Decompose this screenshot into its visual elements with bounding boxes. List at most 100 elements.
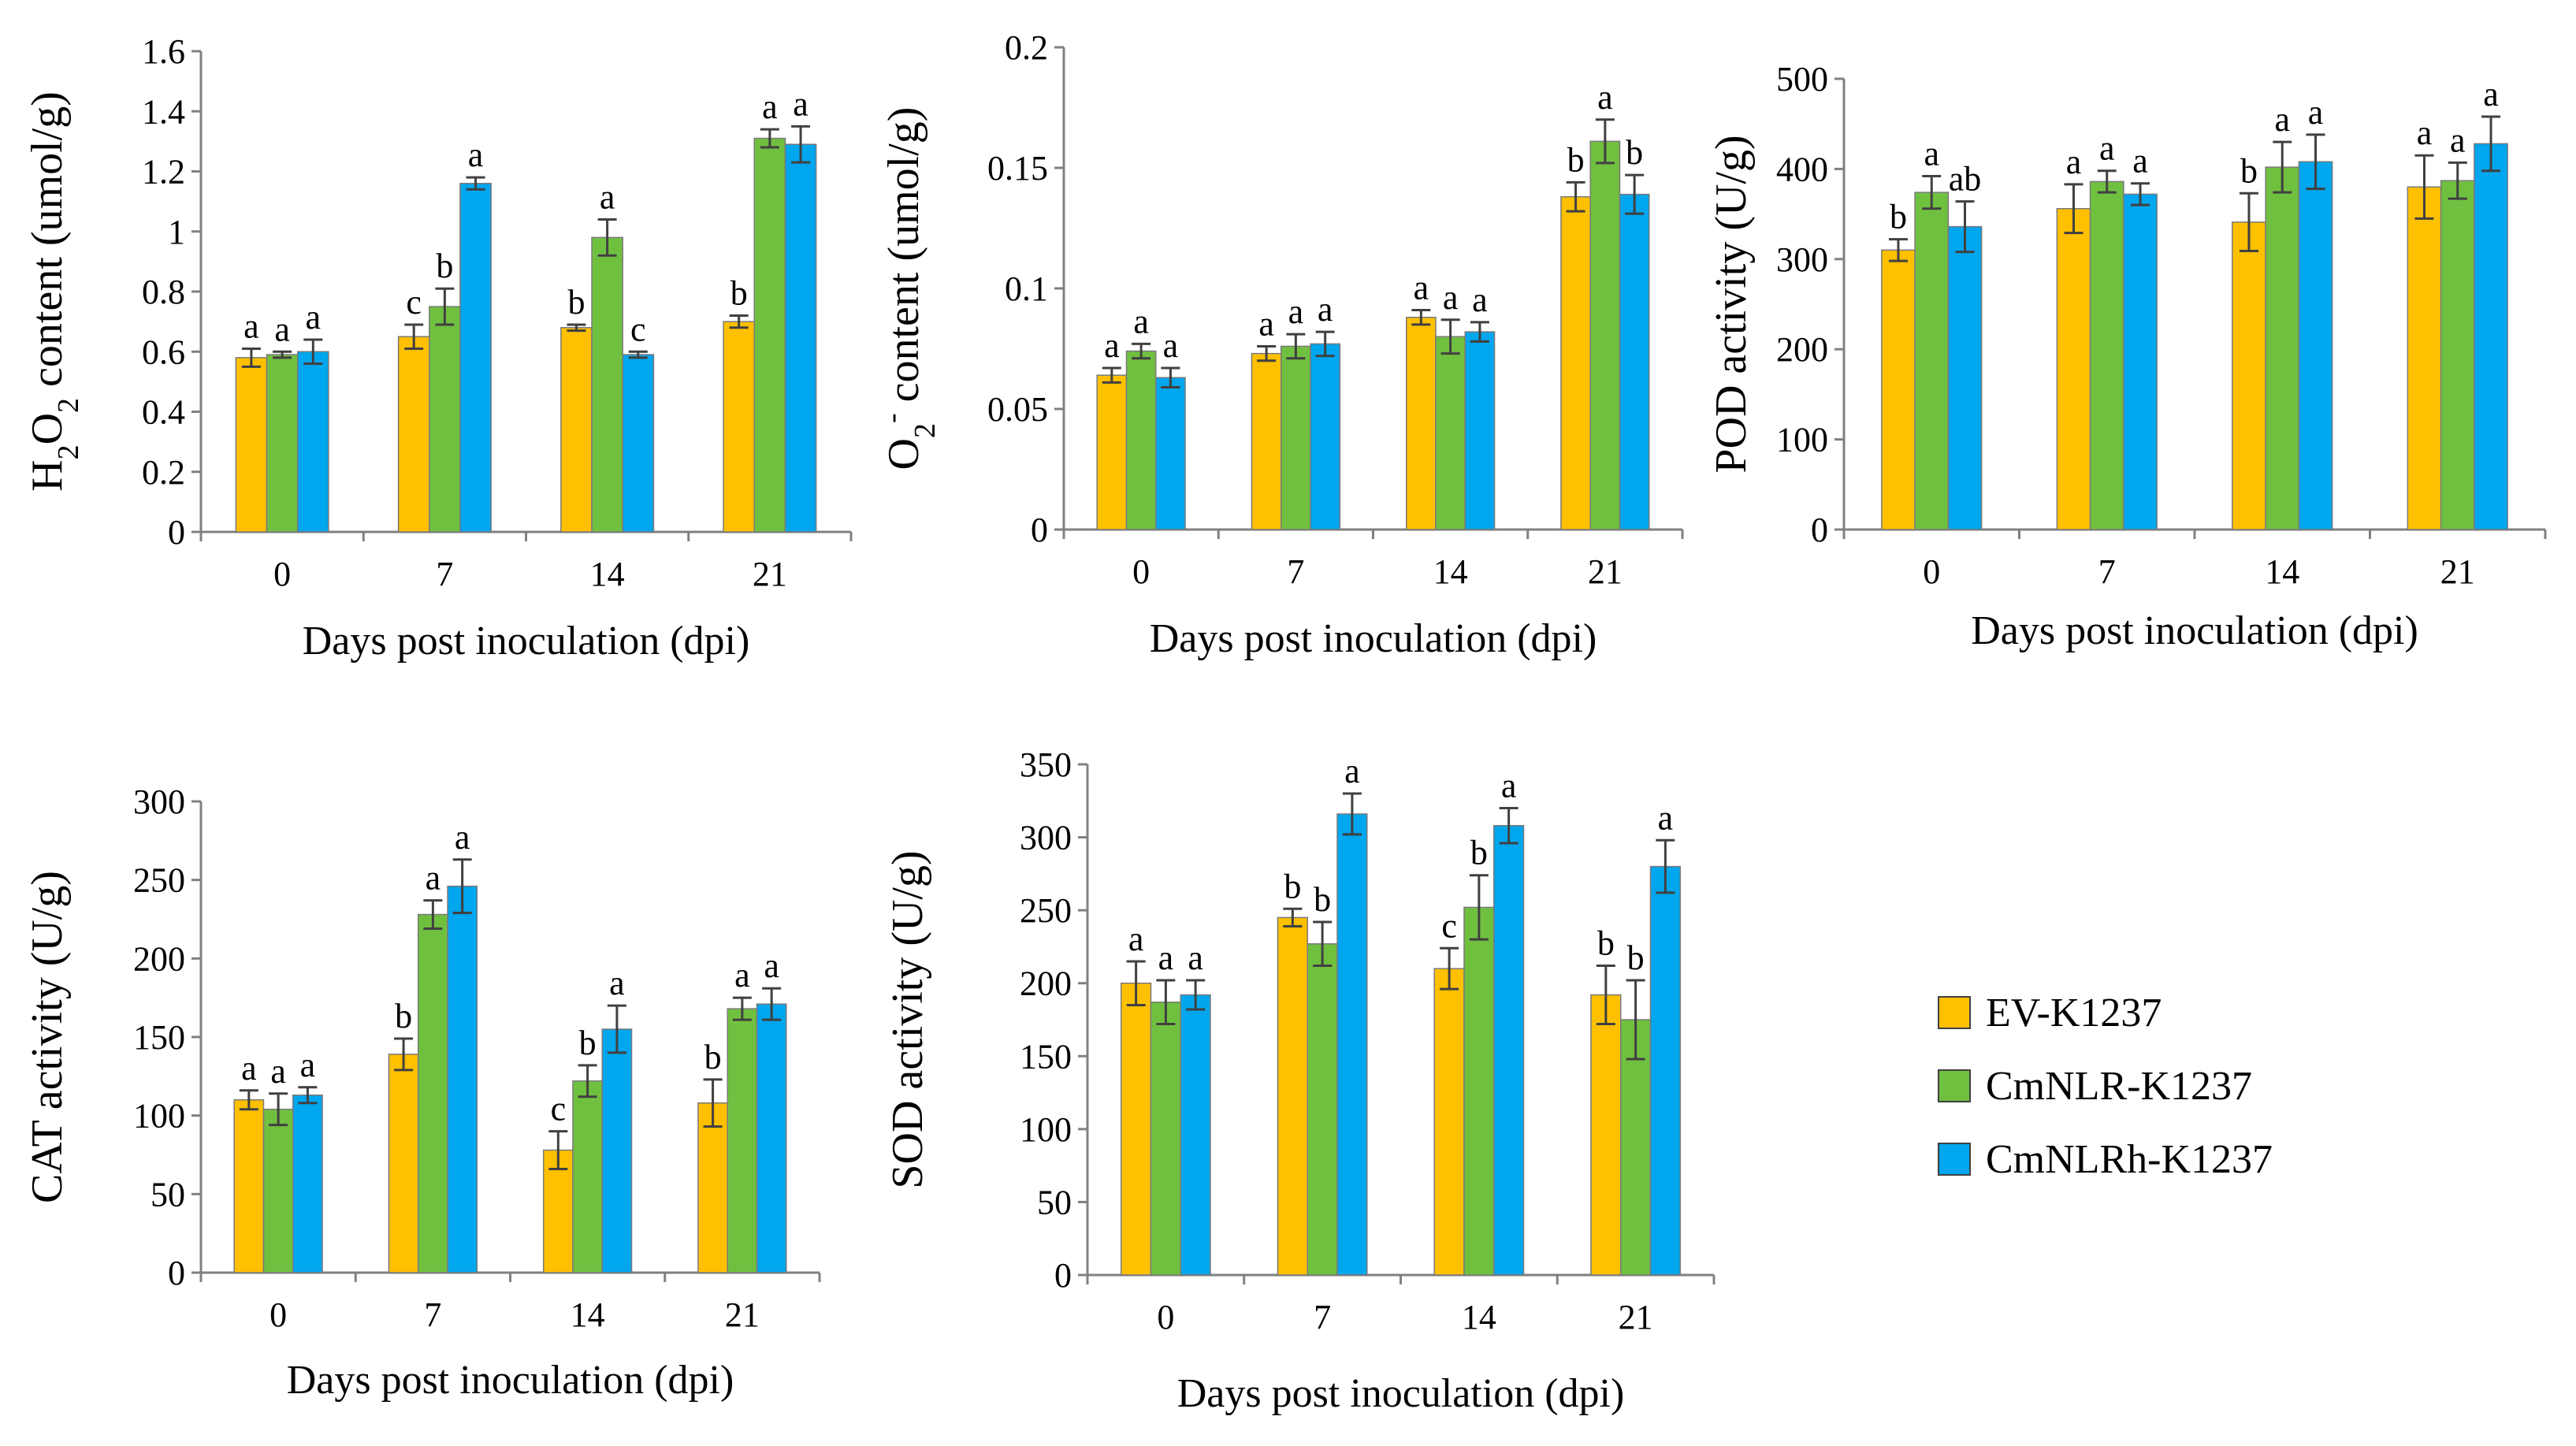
bar-ev	[1120, 982, 1152, 1276]
y-tick-label: 1.2	[142, 153, 185, 191]
x-tick-label: 0	[1132, 552, 1150, 591]
x-tick-label: 7	[1314, 1298, 1331, 1336]
bar-cmnlr	[572, 1080, 604, 1273]
y-tick-label: 250	[1020, 891, 1072, 930]
bar-ev	[2407, 186, 2442, 530]
chart-panels: 00.20.40.60.811.21.41.60a a a7cba14bac21ba…	[23, 28, 2547, 1416]
significance-letter: c	[1441, 906, 1457, 945]
y-tick-label: 300	[1776, 240, 1828, 279]
significance-letter: a	[1128, 920, 1144, 958]
significance-letter: a	[1133, 302, 1149, 340]
significance-letter: a	[306, 298, 322, 336]
bar-cmnlr	[266, 354, 299, 533]
bar-cmnlrh	[1619, 193, 1650, 530]
bar-ev	[397, 336, 430, 533]
bar-ev	[235, 357, 268, 533]
y-tick-label: 0.6	[142, 333, 185, 371]
x-axis-label: Days post inoculation (dpi)	[287, 1358, 734, 1403]
bar-cmnlrh	[1464, 331, 1496, 530]
y-tick-label: 1.6	[142, 32, 185, 71]
x-tick-label: 0	[269, 1295, 287, 1334]
significance-letter: a	[793, 84, 808, 123]
significance-letter: a	[1344, 752, 1360, 790]
bar-cmnlrh	[2474, 143, 2508, 530]
bar-cmnlr	[2265, 166, 2300, 530]
bar-cmnlrh	[459, 183, 492, 533]
bar-cmnlrh	[1310, 343, 1341, 530]
significance-letter: a	[241, 1049, 257, 1087]
significance-letter: a	[1924, 135, 1939, 173]
significance-letter: a	[270, 1052, 286, 1091]
y-tick-label: 0	[1031, 511, 1048, 549]
significance-letter: a	[1163, 326, 1179, 365]
significance-letter: c	[551, 1090, 567, 1128]
significance-letter: a	[2450, 121, 2466, 159]
x-tick-label: 21	[1588, 552, 1623, 591]
bar-cmnlr	[429, 306, 461, 533]
y-tick-label: 400	[1776, 150, 1828, 188]
y-tick-label: 300	[1020, 819, 1072, 857]
significance-letter: a	[1443, 278, 1459, 317]
significance-letter: a	[2308, 93, 2324, 132]
bar-cmnlr	[753, 137, 786, 533]
significance-letter: a	[600, 178, 615, 217]
significance-letter: a	[274, 310, 290, 348]
bar-cmnlr	[1435, 336, 1466, 530]
significance-letter: a	[2132, 142, 2148, 180]
legend-item-cmnlr: CmNLR-K1237	[1938, 1064, 2252, 1109]
significance-letter: a	[734, 956, 750, 994]
y-axis-label: SOD activity (U/g)	[883, 850, 932, 1188]
y-tick-label: 0.15	[987, 149, 1048, 188]
significance-letter: a	[455, 818, 470, 857]
x-tick-label: 21	[2440, 552, 2475, 591]
bar-ev	[2056, 207, 2091, 530]
y-tick-label: 250	[133, 861, 185, 900]
x-tick-label: 21	[1619, 1298, 1653, 1336]
significance-letter: b	[730, 274, 748, 313]
bar-cmnlr	[727, 1008, 758, 1273]
bar-cmnlr	[1280, 345, 1311, 530]
bar-ev	[1433, 968, 1465, 1276]
bar-cmnlrh	[296, 351, 329, 533]
y-tick-label: 500	[1776, 60, 1828, 99]
legend-item-cmnlrh: CmNLRh-K1237	[1938, 1137, 2273, 1182]
bar-cmnlrh	[1155, 377, 1186, 530]
significance-letter: b	[1627, 939, 1645, 977]
significance-letter: c	[630, 310, 646, 348]
y-tick-label: 200	[1776, 330, 1828, 369]
y-tick-label: 100	[1020, 1110, 1072, 1149]
significance-letter: b	[395, 997, 412, 1035]
significance-letter: a	[1658, 798, 1674, 837]
bar-cmnlr	[1150, 1002, 1182, 1276]
bar-cmnlr	[1589, 140, 1621, 530]
bar-cmnlr	[1307, 942, 1338, 1276]
x-tick-label: 7	[2098, 552, 2116, 591]
bar-cmnlrh	[2123, 193, 2158, 530]
x-tick-label: 0	[273, 555, 291, 593]
significance-letter: b	[1470, 834, 1488, 872]
y-tick-label: 0.8	[142, 273, 185, 311]
bar-ev	[560, 327, 593, 533]
bar-cmnlrh	[1947, 225, 1983, 530]
x-tick-label: 14	[1462, 1298, 1496, 1336]
y-tick-label: 150	[133, 1018, 185, 1057]
bar-ev	[1881, 249, 1916, 530]
significance-letter: b	[704, 1038, 722, 1076]
significance-letter: a	[1597, 78, 1613, 117]
x-axis-label: Days post inoculation (dpi)	[303, 619, 750, 664]
y-tick-label: 50	[151, 1175, 185, 1214]
x-tick-label: 7	[436, 555, 453, 593]
y-tick-label: 200	[133, 939, 185, 978]
x-tick-label: 14	[2265, 552, 2299, 591]
y-tick-label: 0	[1054, 1256, 1072, 1295]
x-tick-label: 0	[1157, 1298, 1174, 1336]
y-axis-label: CAT activity (U/g)	[23, 871, 72, 1203]
significance-letter: a	[1188, 939, 1203, 977]
significance-letter: a	[1472, 281, 1488, 319]
significance-letter: b	[2240, 151, 2258, 190]
significance-letter: b	[1314, 880, 1331, 919]
legend-label-ev: EV-K1237	[1986, 991, 2162, 1035]
